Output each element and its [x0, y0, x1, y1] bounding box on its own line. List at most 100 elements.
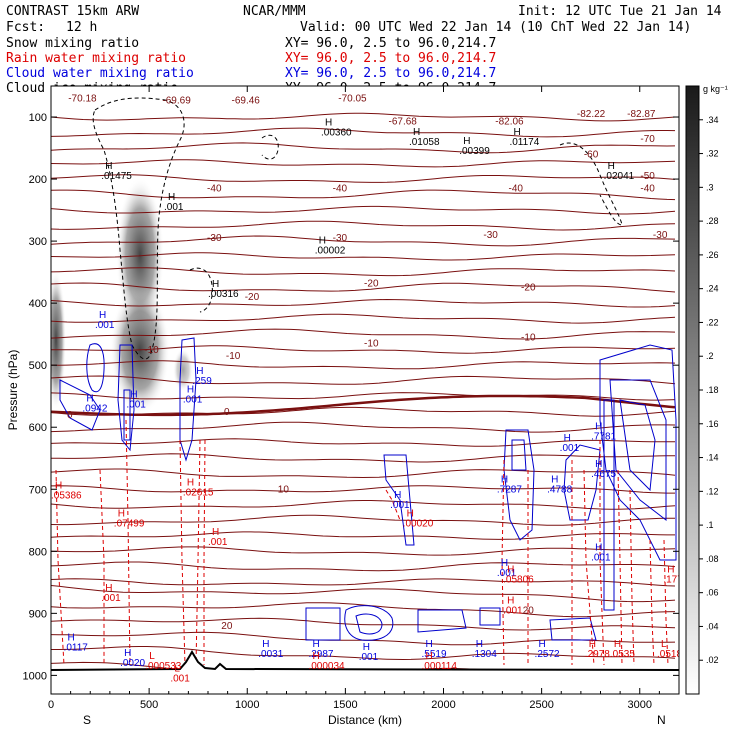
extremum-marker: L: [661, 639, 667, 650]
extremum-value: .05806: [503, 574, 534, 585]
temperature-label: -20: [245, 292, 260, 303]
ice-contour-small: [189, 267, 213, 313]
extremum-value: .000114: [422, 661, 458, 672]
cloud-ice-contours: [92, 97, 623, 360]
south-marker: S: [83, 713, 91, 727]
cloud-blob-7: [563, 444, 601, 521]
extremum-marker: H: [501, 474, 508, 485]
extremum-marker: H: [551, 474, 558, 485]
extremum-marker: H: [105, 583, 112, 594]
freezing-level-line: [51, 394, 676, 417]
extremum-value: .05386: [51, 491, 82, 502]
contour-labels: -70.18 -69.69 -69.46 -70.05 -67.68 -82.06 -82.…: [51, 94, 682, 685]
extremum-value: .00002: [315, 246, 346, 257]
field-cloud-water: Cloud water mixing ratio: [6, 66, 194, 81]
extremum-marker: H: [614, 639, 621, 650]
colorbar-tick-label: .14: [706, 453, 719, 463]
isotherm-line: [51, 468, 676, 479]
extremum-value: .4788: [547, 484, 572, 495]
colorbar-tick-label: .04: [706, 621, 719, 631]
rain-line-6: [203, 439, 206, 665]
cloud-blob-14: [549, 617, 597, 641]
colorbar-tick-label: .26: [706, 250, 719, 260]
rain-line-5: [195, 439, 201, 666]
xy-rain: XY= 96.0, 2.5 to 96.0,214.7: [285, 51, 496, 66]
model-name: CONTRAST 15km ARW: [6, 4, 139, 19]
x-axis: 0 500 1000 1500 2000 2500 3000: [48, 86, 660, 711]
field-rain: Rain water mixing ratio: [6, 51, 186, 66]
snow-shading: [51, 177, 193, 415]
y-tick-label: 700: [29, 484, 47, 496]
cloud-blob-8c: [619, 399, 656, 492]
cloud-blob-11b: [355, 613, 383, 635]
forecast-hour: 12 h: [66, 20, 97, 35]
extremum-value: .2978: [585, 649, 610, 660]
cloud-blob-11: [344, 605, 394, 641]
rain-line-8: [501, 459, 505, 666]
extremum-value: .0020: [120, 658, 145, 669]
temperature-label: -20: [521, 283, 536, 294]
colorbar-tick-label: .16: [706, 419, 719, 429]
extremum-marker: H: [325, 118, 332, 129]
north-marker: N: [657, 713, 666, 727]
isotherm-line: [51, 406, 676, 417]
colorbar-unit: g kg⁻¹: [703, 84, 728, 94]
extremum-value: .001: [497, 568, 517, 579]
isotherm-line: [51, 205, 676, 215]
extremum-marker: H: [564, 433, 571, 444]
extremum-marker: H: [407, 508, 414, 519]
temperature-label: -82.22: [577, 109, 606, 120]
rain-line-7: [385, 489, 401, 521]
extremum-value: .0518: [657, 649, 682, 660]
cloud-blob-13: [479, 607, 501, 626]
colorbar-tick-label: .32: [706, 149, 719, 159]
extremum-marker: H: [513, 127, 520, 138]
cloud-blob-1: [86, 343, 105, 393]
extremum-marker: H: [196, 366, 203, 377]
extremum-marker: H: [187, 477, 194, 488]
extremum-value: .001: [101, 593, 121, 604]
rain-line-12: [599, 440, 605, 666]
extremum-value: .07499: [114, 518, 145, 529]
colorbar-tick-label: .18: [706, 385, 719, 395]
temperature-label: -40: [333, 183, 348, 194]
x-tick-label: 2500: [529, 699, 553, 711]
isotherm-line: [51, 189, 676, 201]
extremum-marker: H: [130, 389, 137, 400]
temperature-label: -30: [483, 230, 498, 241]
extremum-value: .00020: [403, 518, 434, 529]
isotherm-line: [51, 267, 676, 277]
cloud-blob-3b: [123, 389, 131, 441]
extremum-value: .01475: [101, 171, 132, 182]
isotherm-line: [51, 345, 676, 354]
cloud-blob-8b: [609, 379, 667, 522]
isotherm-line: [51, 392, 676, 401]
cloud-water-contours: [59, 337, 677, 641]
colorbar-tick-label: .12: [706, 486, 719, 496]
extremum-value: .001: [95, 320, 115, 331]
x-tick-label: 500: [140, 699, 158, 711]
rain-line-14: [629, 489, 635, 666]
extremum-value: .02041: [604, 171, 635, 182]
extremum-value: .0031: [258, 649, 283, 660]
plot-layers: -70.18 -69.69 -69.46 -70.05 -67.68 -82.06 -82.…: [51, 94, 682, 694]
rain-line-2: [99, 469, 105, 665]
y-tick-label: 900: [29, 608, 47, 620]
temperature-label: -82.87: [627, 109, 656, 120]
extremum-marker: H: [394, 490, 401, 501]
extremum-marker: H: [212, 527, 219, 538]
temperature-label: -40: [207, 183, 222, 194]
extremum-marker: H: [426, 651, 433, 662]
colorbar-tick-label: .24: [706, 284, 719, 294]
extremum-value: .2572: [535, 649, 560, 660]
extremum-marker: H: [595, 543, 602, 554]
x-axis-title: Distance (km): [328, 713, 402, 727]
extremum-marker: H: [589, 639, 596, 650]
temperature-label: -60: [584, 149, 599, 160]
temperature-label: 20: [221, 621, 233, 632]
isotherm-line: [51, 282, 676, 293]
y-tick-label: 800: [29, 546, 47, 558]
extremum-value: .1304: [472, 649, 497, 660]
extremum-marker: H: [507, 595, 514, 606]
